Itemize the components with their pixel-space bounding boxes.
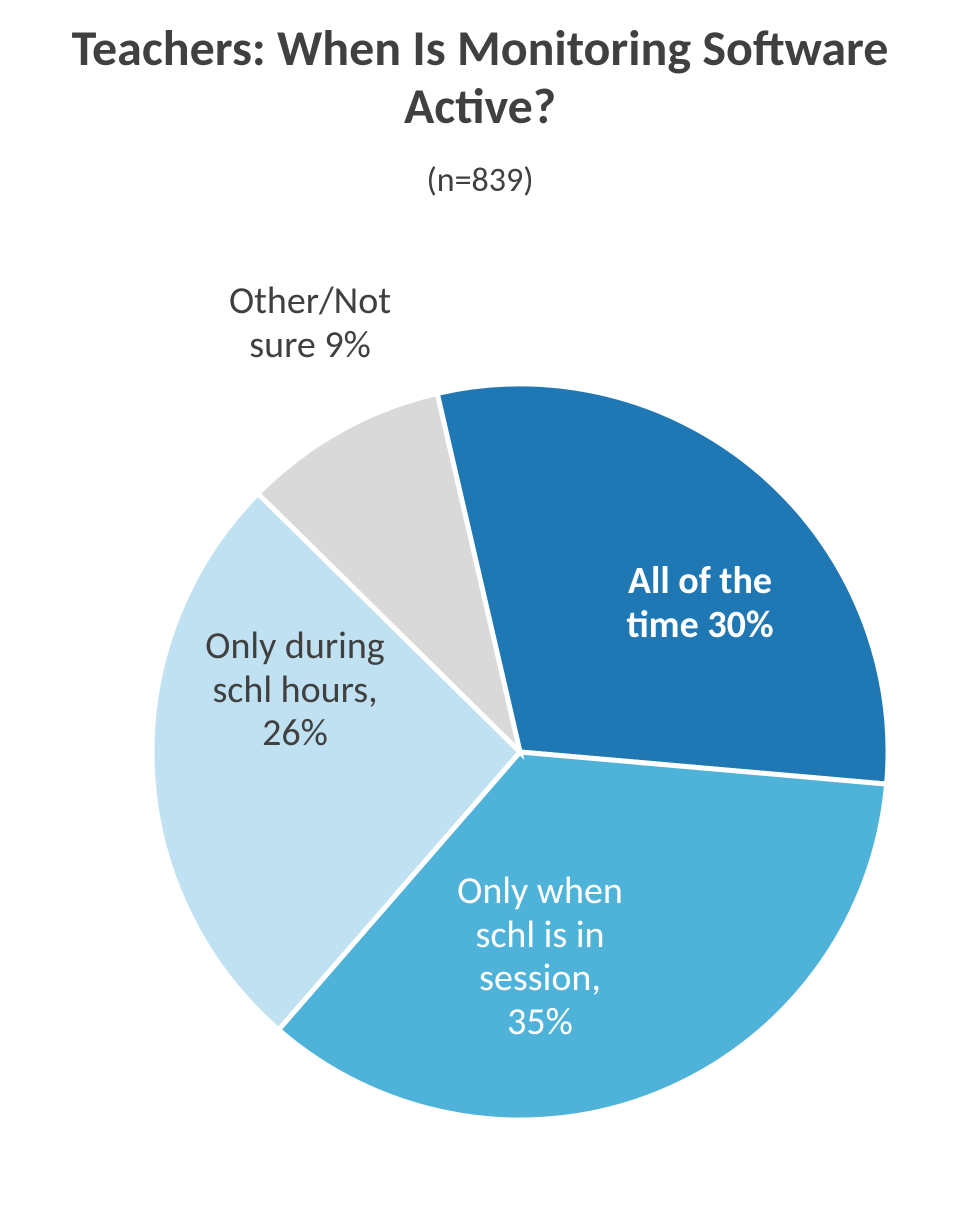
slice-label-all_time: All of the time 30%	[550, 560, 850, 647]
slice-label-schl_hours: Only during schl hours, 26%	[145, 625, 445, 756]
slice-label-other: Other/Not sure 9%	[170, 280, 450, 367]
slice-label-in_session: Only when schl is in session, 35%	[400, 870, 680, 1045]
chart-container: Teachers: When Is Monitoring Software Ac…	[0, 0, 960, 1206]
